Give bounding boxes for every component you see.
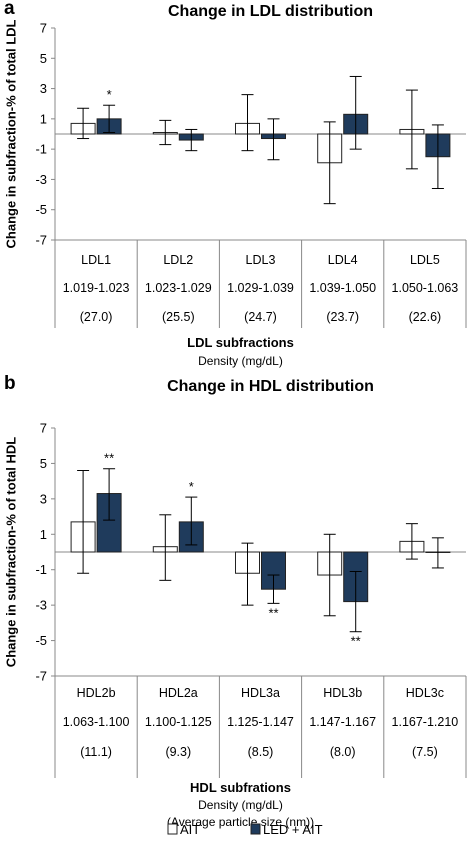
category-size: (8.5)	[248, 745, 274, 759]
category-size: (11.1)	[80, 745, 112, 759]
y-tick-label: -7	[35, 669, 47, 684]
y-tick-label: 1	[40, 527, 47, 542]
y-tick-label: 5	[40, 456, 47, 471]
significance-marker: **	[351, 634, 361, 649]
category-size: (22.6)	[409, 310, 442, 324]
category-size: (8.0)	[330, 745, 356, 759]
category-name: LDL1	[81, 253, 111, 267]
category-size: (9.3)	[165, 745, 191, 759]
y-tick-label: 3	[40, 491, 47, 506]
x-axis-sublabel: (Average particle size (nm))	[167, 815, 314, 829]
category-name: LDL4	[328, 253, 358, 267]
y-axis-label: Change in subfraction-% of total LDL	[3, 19, 18, 248]
y-tick-label: 7	[40, 21, 47, 36]
category-name: LDL3	[246, 253, 276, 267]
legend-label: AIT	[180, 822, 200, 837]
y-tick-label: -3	[35, 172, 47, 187]
category-density: 1.039-1.050	[309, 281, 376, 295]
category-density: 1.125-1.147	[227, 715, 294, 729]
significance-marker: **	[104, 451, 114, 466]
category-density: 1.019-1.023	[63, 281, 130, 295]
y-tick-label: -5	[35, 633, 47, 648]
y-tick-label: -1	[35, 562, 47, 577]
x-axis-sublabel: Density (mg/dL)	[198, 354, 283, 368]
y-tick-label: -3	[35, 598, 47, 613]
y-tick-label: -1	[35, 142, 47, 157]
category-density: 1.029-1.039	[227, 281, 294, 295]
significance-marker: **	[268, 605, 278, 620]
category-size: (25.5)	[162, 310, 195, 324]
category-density: 1.050-1.063	[392, 281, 459, 295]
y-axis-label: Change in subfraction-% of total HDL	[3, 437, 18, 667]
y-tick-label: 7	[40, 421, 47, 436]
legend-swatch-ait	[167, 823, 178, 835]
x-axis-label: HDL subfrations	[190, 780, 291, 795]
y-tick-label: 1	[40, 111, 47, 126]
category-density: 1.100-1.125	[145, 715, 212, 729]
chart-title: Change in HDL distribution	[167, 378, 374, 395]
category-name: LDL2	[163, 253, 193, 267]
category-name: LDL5	[410, 253, 440, 267]
category-size: (27.0)	[80, 310, 113, 324]
panel-letter-a: a	[4, 0, 15, 19]
y-tick-label: -7	[35, 233, 47, 248]
significance-marker: *	[107, 87, 112, 102]
x-axis-label: LDL subfractions	[187, 335, 294, 350]
category-name: HDL2a	[159, 686, 198, 700]
category-name: HDL3c	[406, 686, 444, 700]
chart-title: Change in LDL distribution	[168, 3, 373, 20]
category-name: HDL3a	[241, 686, 280, 700]
y-tick-label: -5	[35, 202, 47, 217]
legend-swatch-led-ait	[250, 823, 261, 835]
category-density: 1.147-1.167	[309, 715, 376, 729]
category-size: (24.7)	[244, 310, 277, 324]
y-tick-label: 5	[40, 51, 47, 66]
x-axis-sublabel: Density (mg/dL)	[198, 798, 283, 812]
category-name: HDL2b	[77, 686, 116, 700]
category-size: (7.5)	[412, 745, 438, 759]
category-density: 1.063-1.100	[63, 715, 130, 729]
legend-label: LED + AIT	[263, 822, 323, 837]
category-size: (23.7)	[326, 310, 359, 324]
category-density: 1.167-1.210	[392, 715, 459, 729]
panel-letter-b: b	[4, 373, 16, 394]
y-tick-label: 3	[40, 81, 47, 96]
category-density: 1.023-1.029	[145, 281, 212, 295]
category-name: HDL3b	[323, 686, 362, 700]
significance-marker: *	[189, 479, 194, 494]
